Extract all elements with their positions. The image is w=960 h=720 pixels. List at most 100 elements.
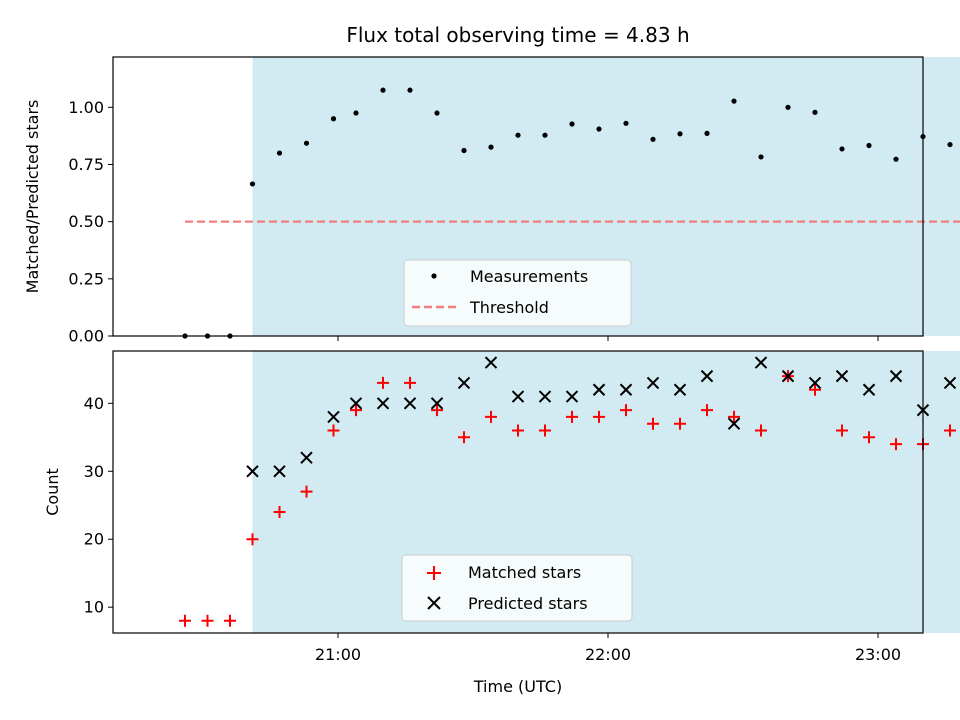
predicted-star-point — [646, 376, 660, 390]
matched-star-point — [350, 404, 362, 417]
predicted-star-point — [754, 356, 768, 369]
measurement-point — [623, 120, 629, 126]
predicted-star-point — [700, 369, 714, 383]
matched-star-point — [620, 404, 632, 417]
legend-marker-measurements — [431, 273, 437, 279]
matched-star-point — [404, 376, 416, 389]
top-y-tick-label: 0.25 — [68, 269, 104, 288]
predicted-star-point — [808, 376, 822, 390]
measurement-point — [812, 109, 818, 115]
predicted-stars-layer — [246, 356, 957, 478]
predicted-star-point — [430, 397, 444, 410]
measurement-point — [569, 121, 575, 127]
measurement-point — [785, 104, 791, 110]
bottom-axes-frame — [112, 350, 924, 634]
matched-star-point — [179, 614, 191, 627]
predicted-star-point — [511, 390, 525, 403]
matched-star-point — [377, 376, 389, 389]
bottom-y-tick-label: 40 — [84, 394, 104, 413]
predicted-star-point — [619, 383, 633, 396]
measurement-point — [249, 181, 256, 187]
matched-star-point — [512, 424, 524, 437]
measurement-point — [353, 110, 359, 116]
matched-star-point — [647, 417, 659, 430]
top-y-axis-label: Matched/Predicted stars — [23, 100, 42, 294]
measurement-point — [407, 87, 413, 93]
x-tick-label: 23:00 — [855, 645, 901, 664]
top-axes-frame — [112, 56, 924, 337]
measurement-point — [650, 136, 656, 142]
matched-star-point — [273, 506, 286, 519]
predicted-star-point — [565, 390, 579, 403]
matched-star-point — [836, 424, 848, 437]
predicted-star-point — [376, 397, 390, 410]
measurement-point — [704, 130, 710, 136]
predicted-star-point — [889, 369, 903, 383]
matched-star-point — [539, 424, 551, 437]
predicted-star-point — [246, 465, 259, 478]
measurement-point — [839, 146, 845, 152]
bottom-y-tick-label: 30 — [84, 462, 104, 481]
predicted-star-point — [403, 397, 417, 410]
x-axis-label: Time (UTC) — [473, 677, 562, 696]
matched-star-point — [890, 438, 902, 451]
bottom-y-tick-label: 10 — [84, 598, 104, 617]
top-y-tick-label: 0.50 — [68, 212, 104, 231]
bottom-legend: Matched stars Predicted stars — [401, 554, 633, 622]
predicted-star-point — [781, 369, 795, 383]
predicted-star-point — [943, 376, 957, 390]
matched-star-point — [593, 410, 605, 423]
measurement-point — [893, 156, 899, 162]
predicted-star-point — [673, 383, 687, 396]
top-y-tick-label: 0.75 — [68, 155, 104, 174]
predicted-star-point — [862, 383, 876, 396]
matched-star-point — [485, 410, 497, 423]
measurement-point — [330, 116, 337, 122]
matched-star-point — [431, 404, 443, 417]
measurement-point — [677, 131, 683, 137]
matched-star-point — [327, 424, 340, 437]
measurement-point — [276, 150, 283, 156]
legend-label-matched: Matched stars — [468, 563, 581, 582]
top-panel: Flux total observing time = 4.83 h 0.000… — [23, 23, 960, 346]
matched-star-point — [246, 533, 259, 546]
bottom-y-ticks: 10 20 30 40 — [84, 394, 113, 617]
top-legend-box — [403, 259, 632, 327]
top-y-tick-label: 0.00 — [68, 327, 104, 346]
measurement-point — [947, 141, 953, 148]
measurement-point — [542, 132, 548, 138]
measurement-point — [488, 144, 494, 150]
bottom-y-tick-label: 20 — [84, 530, 104, 549]
top-y-tick-label: 1.00 — [68, 98, 104, 117]
matched-star-point — [458, 431, 470, 444]
predicted-star-point — [727, 417, 741, 430]
predicted-star-point — [538, 390, 552, 403]
top-legend: Measurements Threshold — [403, 259, 632, 327]
matched-star-point — [728, 410, 740, 423]
matched-star-point — [944, 424, 956, 437]
predicted-star-point — [300, 451, 313, 464]
measurement-point — [731, 98, 737, 104]
measurement-point — [866, 142, 872, 149]
measurement-point — [380, 87, 386, 93]
predicted-star-point — [592, 383, 606, 396]
predicted-star-point — [835, 369, 849, 383]
matched-star-point — [201, 614, 214, 627]
matched-star-point — [809, 383, 821, 396]
x-tick-label: 21:00 — [315, 645, 361, 664]
matched-star-point — [701, 404, 713, 417]
matched-star-point — [674, 417, 686, 430]
matched-star-point — [566, 410, 578, 423]
measurement-point — [434, 110, 440, 116]
predicted-star-point — [327, 410, 340, 424]
measurement-point — [461, 147, 467, 154]
measurement-point — [596, 126, 602, 132]
measurement-point — [303, 140, 310, 146]
measurement-point — [758, 154, 764, 160]
matched-star-point — [300, 485, 313, 498]
matched-star-point — [224, 614, 236, 627]
predicted-star-point — [349, 397, 363, 410]
